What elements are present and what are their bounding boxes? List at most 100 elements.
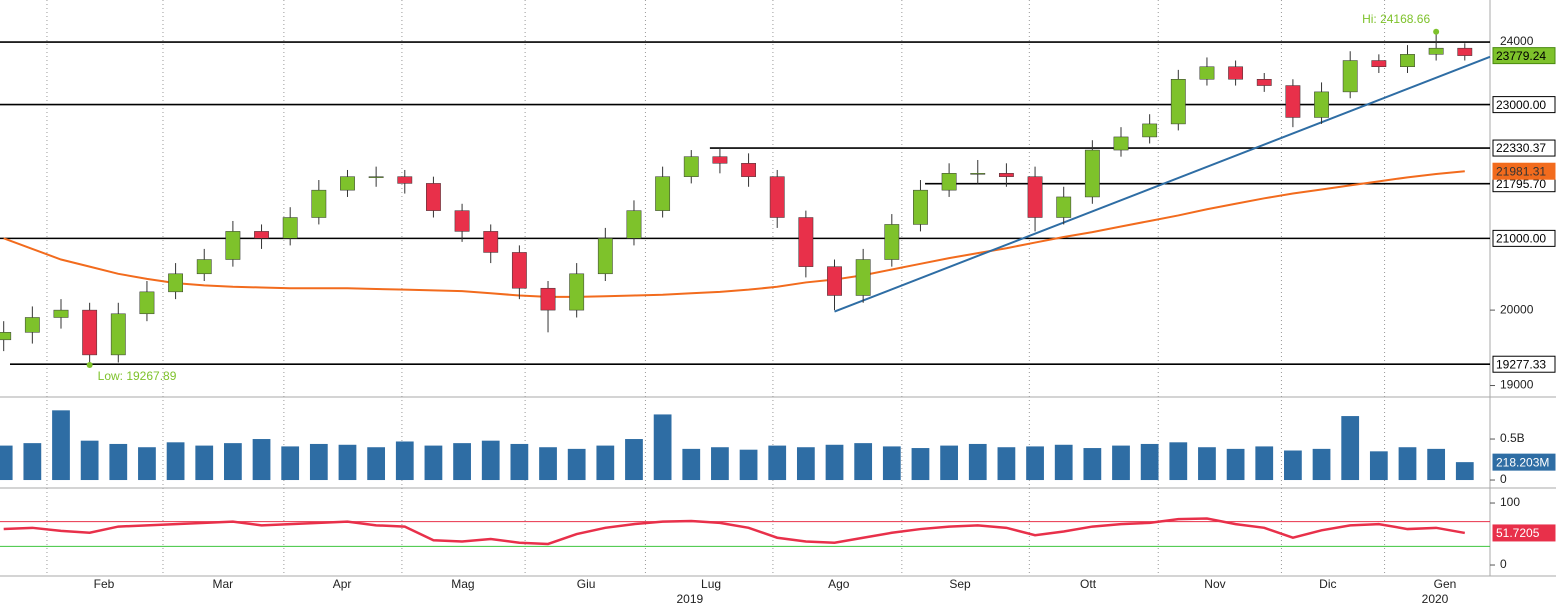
candle-body — [569, 273, 585, 311]
y-tick-label: 19000 — [1500, 378, 1534, 392]
candle-body — [1170, 79, 1186, 125]
annotation-marker — [1433, 28, 1440, 35]
volume-bar — [224, 443, 242, 481]
candle-body — [1457, 47, 1473, 56]
volume-bar — [539, 447, 557, 481]
trendline — [834, 55, 1491, 313]
volume-bar — [510, 443, 529, 481]
volume-bar — [453, 443, 471, 481]
volume-bar — [768, 445, 787, 481]
candle-body — [655, 176, 671, 211]
moving-average — [3, 170, 1465, 298]
volume-bar — [1398, 447, 1417, 481]
candle-body — [970, 173, 986, 175]
x-tick-label: Apr — [333, 577, 352, 591]
volume-bar — [1427, 448, 1446, 481]
volume-bar — [1455, 462, 1474, 481]
candle-body — [110, 313, 126, 356]
volume-bar — [395, 441, 414, 481]
candle-body — [1428, 47, 1444, 55]
candle-body — [168, 273, 184, 293]
rsi-label: 51.7205 — [1496, 526, 1540, 540]
level-label: 21000.00 — [1496, 232, 1546, 246]
annotation: Low: 19267.89 — [98, 369, 177, 383]
y-tick-label: 100 — [1500, 495, 1520, 509]
ma-label-box — [1492, 162, 1556, 180]
candle-body — [225, 231, 241, 260]
candle-body — [827, 266, 842, 296]
volume-bar — [309, 443, 328, 481]
volume-bar — [1169, 442, 1188, 481]
volume-bar — [1083, 448, 1102, 481]
candle-body — [426, 183, 441, 211]
volume-bar — [682, 448, 701, 481]
volume-bar — [338, 444, 357, 481]
last-close-label-box — [1492, 47, 1556, 65]
volume-bar — [424, 445, 443, 481]
candle-body — [1228, 66, 1244, 80]
y-tick-label: 0 — [1500, 557, 1507, 571]
last-close-label: 23779.24 — [1496, 49, 1546, 63]
x-tick-label: Ott — [1080, 577, 1097, 591]
annotation-marker — [86, 361, 93, 368]
candle-body — [1199, 66, 1215, 80]
level-label: 21795.70 — [1496, 177, 1546, 191]
x-tick-label: Feb — [94, 577, 115, 591]
volume-bar — [1369, 451, 1388, 481]
candle-body — [1084, 149, 1100, 198]
volume-bar — [854, 443, 873, 481]
candle-body — [855, 259, 871, 296]
x-tick-label: Sep — [949, 577, 971, 591]
x-tick-label: Ago — [828, 577, 850, 591]
rsi-line — [3, 517, 1466, 546]
volume-bar — [711, 447, 729, 481]
volume-bar — [653, 414, 672, 481]
candle-body — [397, 176, 413, 184]
candle-body — [941, 173, 957, 191]
candle-body — [1027, 176, 1043, 218]
x-tick-label: Lug — [701, 577, 721, 591]
volume-label: 218.203M — [1496, 455, 1549, 469]
volume-bar — [138, 447, 156, 481]
candle-body — [540, 287, 556, 311]
y-tick-label: 20000 — [1500, 302, 1534, 316]
level-label-box — [1492, 139, 1556, 157]
volume-bar — [1255, 446, 1274, 481]
candle-body — [340, 176, 355, 191]
volume-bar — [1140, 443, 1159, 481]
volume-bar — [911, 448, 930, 481]
candle-body — [1371, 60, 1387, 67]
x-tick-label: Giu — [577, 577, 596, 591]
candle-body — [1285, 85, 1301, 118]
candle-body — [1400, 54, 1415, 67]
volume-bar — [567, 448, 586, 481]
volume-bar — [796, 447, 815, 481]
volume-bar — [596, 445, 615, 481]
candle-body — [24, 317, 40, 333]
volume-bar — [367, 447, 386, 481]
volume-bar — [52, 410, 70, 481]
volume-bar — [166, 442, 185, 481]
volume-bar — [1312, 448, 1331, 481]
volume-bar — [1341, 416, 1360, 481]
volume-bar — [1054, 444, 1073, 481]
candle-body — [913, 189, 928, 225]
volume-bar — [1112, 445, 1130, 481]
volume-bar — [1026, 446, 1044, 481]
volume-bar — [80, 440, 99, 481]
volume-bar — [882, 446, 901, 481]
level-label-box — [1492, 355, 1556, 373]
x-tick-label: Gen — [1434, 577, 1457, 591]
x-tick-label: Nov — [1204, 577, 1225, 591]
volume-bar — [281, 446, 300, 481]
x-tick-label: Dic — [1319, 577, 1336, 591]
ma-label: 21981.31 — [1496, 164, 1546, 178]
y-tick-label: 0 — [1500, 472, 1507, 486]
candle-body — [368, 176, 384, 178]
level-label: 23000.00 — [1496, 98, 1546, 112]
volume-bar — [481, 440, 500, 481]
candle-body — [483, 231, 499, 253]
y-tick-label: 0.5B — [1500, 431, 1525, 445]
candle-body — [884, 224, 900, 260]
